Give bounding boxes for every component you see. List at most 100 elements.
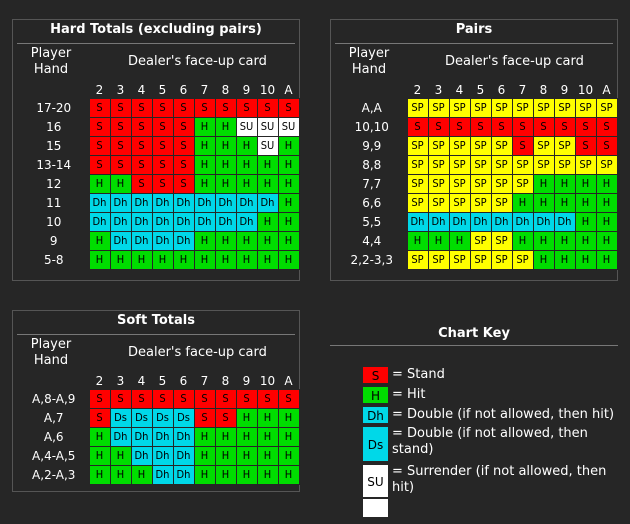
strategy-cell: H <box>109 250 132 270</box>
strategy-cell: H <box>235 155 258 175</box>
strategy-cell: H <box>277 193 300 213</box>
key-description: = Surrender (if not allowed, then hit) <box>392 464 607 495</box>
strategy-cell: S <box>277 389 300 409</box>
strategy-cell: H <box>235 174 258 194</box>
table-row: A,6 H Dh Dh Dh Dh H H H H H <box>19 427 300 447</box>
table-row: 11 Dh Dh Dh Dh Dh Dh Dh Dh Dh H <box>19 193 300 213</box>
strategy-cell: S <box>130 389 153 409</box>
strategy-cell: H <box>109 446 132 466</box>
strategy-cell: Dh <box>151 465 174 485</box>
strategy-cell: S <box>151 155 174 175</box>
strategy-cell: S <box>172 389 195 409</box>
strategy-cell: SP <box>490 231 513 251</box>
strategy-cell: SP <box>511 98 534 118</box>
strategy-cell: H <box>553 193 576 213</box>
dealer-card-header-row: 2 3 4 5 6 7 8 9 10 A <box>19 373 299 390</box>
strategy-cell: SP <box>574 155 597 175</box>
strategy-cell: H <box>235 231 258 251</box>
strategy-cell: Dh <box>151 446 174 466</box>
dealer-card-header: 4 <box>455 83 464 97</box>
strategy-cell: SP <box>553 98 576 118</box>
strategy-cell: SP <box>511 174 534 194</box>
strategy-cell: H <box>193 155 216 175</box>
strategy-cell: S <box>109 98 132 118</box>
strategy-cell: S <box>88 408 111 428</box>
strategy-cell: S <box>532 117 555 137</box>
strategy-cell: S <box>595 117 618 137</box>
strategy-cell: H <box>574 250 597 270</box>
strategy-cell: H <box>256 446 279 466</box>
key-description: = Double (if not allowed, then stand) <box>392 426 588 457</box>
player-hand-row-label: 9,9 <box>362 139 382 153</box>
strategy-cell: Dh <box>469 212 492 232</box>
strategy-cell: S <box>553 117 576 137</box>
pairs-panel: Pairs Player Hand Dealer's face-up card … <box>330 19 618 281</box>
strategy-cell: H <box>193 250 216 270</box>
dealer-card-header: A <box>284 374 293 388</box>
strategy-cell: S <box>109 389 132 409</box>
strategy-cell: SP <box>469 155 492 175</box>
dealer-card-header: 3 <box>434 83 443 97</box>
panel-title: Soft Totals <box>117 313 195 328</box>
dealer-card-header: 8 <box>539 83 548 97</box>
strategy-cell: H <box>277 427 300 447</box>
strategy-cell: S <box>448 117 471 137</box>
key-swatch <box>362 498 389 518</box>
strategy-cell: H <box>130 465 153 485</box>
strategy-cell: S <box>406 117 429 137</box>
strategy-cell: S <box>151 174 174 194</box>
corner-cell <box>19 373 89 390</box>
table-row: 2,2-3,3 SP SP SP SP SP SP H H H H <box>337 250 618 270</box>
strategy-cell: S <box>214 408 237 428</box>
key-description: = Stand <box>392 367 445 382</box>
strategy-cell: H <box>235 427 258 447</box>
table-row: 16 S S S S S H H SU SU SU <box>19 117 300 137</box>
strategy-cell: SU <box>256 136 279 156</box>
dealer-card-header: A <box>284 83 293 97</box>
strategy-cell: H <box>277 231 300 251</box>
strategy-cell: H <box>235 136 258 156</box>
strategy-cell: H <box>277 174 300 194</box>
strategy-cell: H <box>595 250 618 270</box>
player-hand-row-label: 2,2-3,3 <box>350 253 394 267</box>
dealer-card-label: Dealer's face-up card <box>128 345 267 360</box>
strategy-cell: S <box>193 389 216 409</box>
dealer-card-header: 3 <box>116 374 125 388</box>
strategy-cell: H <box>256 155 279 175</box>
strategy-cell: SP <box>406 155 429 175</box>
strategy-cell: SP <box>427 250 450 270</box>
player-hand-row-label: 5-8 <box>43 253 64 267</box>
strategy-cell: SP <box>448 155 471 175</box>
strategy-cell: H <box>256 174 279 194</box>
table-row: 17-20 S S S S S S S S S S <box>19 98 300 118</box>
dealer-card-header: 6 <box>179 83 188 97</box>
strategy-cell: SP <box>427 193 450 213</box>
strategy-cell: SP <box>448 193 471 213</box>
strategy-cell: SP <box>406 193 429 213</box>
strategy-cell: H <box>277 250 300 270</box>
key-swatch: H <box>362 386 389 404</box>
strategy-cell: SP <box>532 155 555 175</box>
strategy-cell: H <box>214 250 237 270</box>
dealer-card-header: 4 <box>137 374 146 388</box>
strategy-cell: SP <box>448 98 471 118</box>
corner-cell <box>337 82 407 99</box>
strategy-cell: S <box>511 136 534 156</box>
strategy-cell: S <box>172 98 195 118</box>
strategy-cell: Dh <box>172 212 195 232</box>
table-row: 13-14 S S S S S H H H H H <box>19 155 300 175</box>
strategy-cell: S <box>574 136 597 156</box>
table-row: 8,8 SP SP SP SP SP SP SP SP SP SP <box>337 155 618 175</box>
strategy-cell: S <box>172 117 195 137</box>
strategy-cell: Dh <box>130 212 153 232</box>
strategy-cell: SP <box>469 250 492 270</box>
dealer-card-label: Dealer's face-up card <box>128 54 267 69</box>
strategy-cell: Ds <box>172 408 195 428</box>
strategy-cell: Dh <box>172 231 195 251</box>
strategy-cell: H <box>193 136 216 156</box>
dealer-card-header: 10 <box>259 374 276 388</box>
table-row: 9 H Dh Dh Dh Dh H H H H H <box>19 231 300 251</box>
corner-cell <box>19 82 89 99</box>
strategy-cell: SP <box>490 98 513 118</box>
strategy-cell: H <box>256 408 279 428</box>
